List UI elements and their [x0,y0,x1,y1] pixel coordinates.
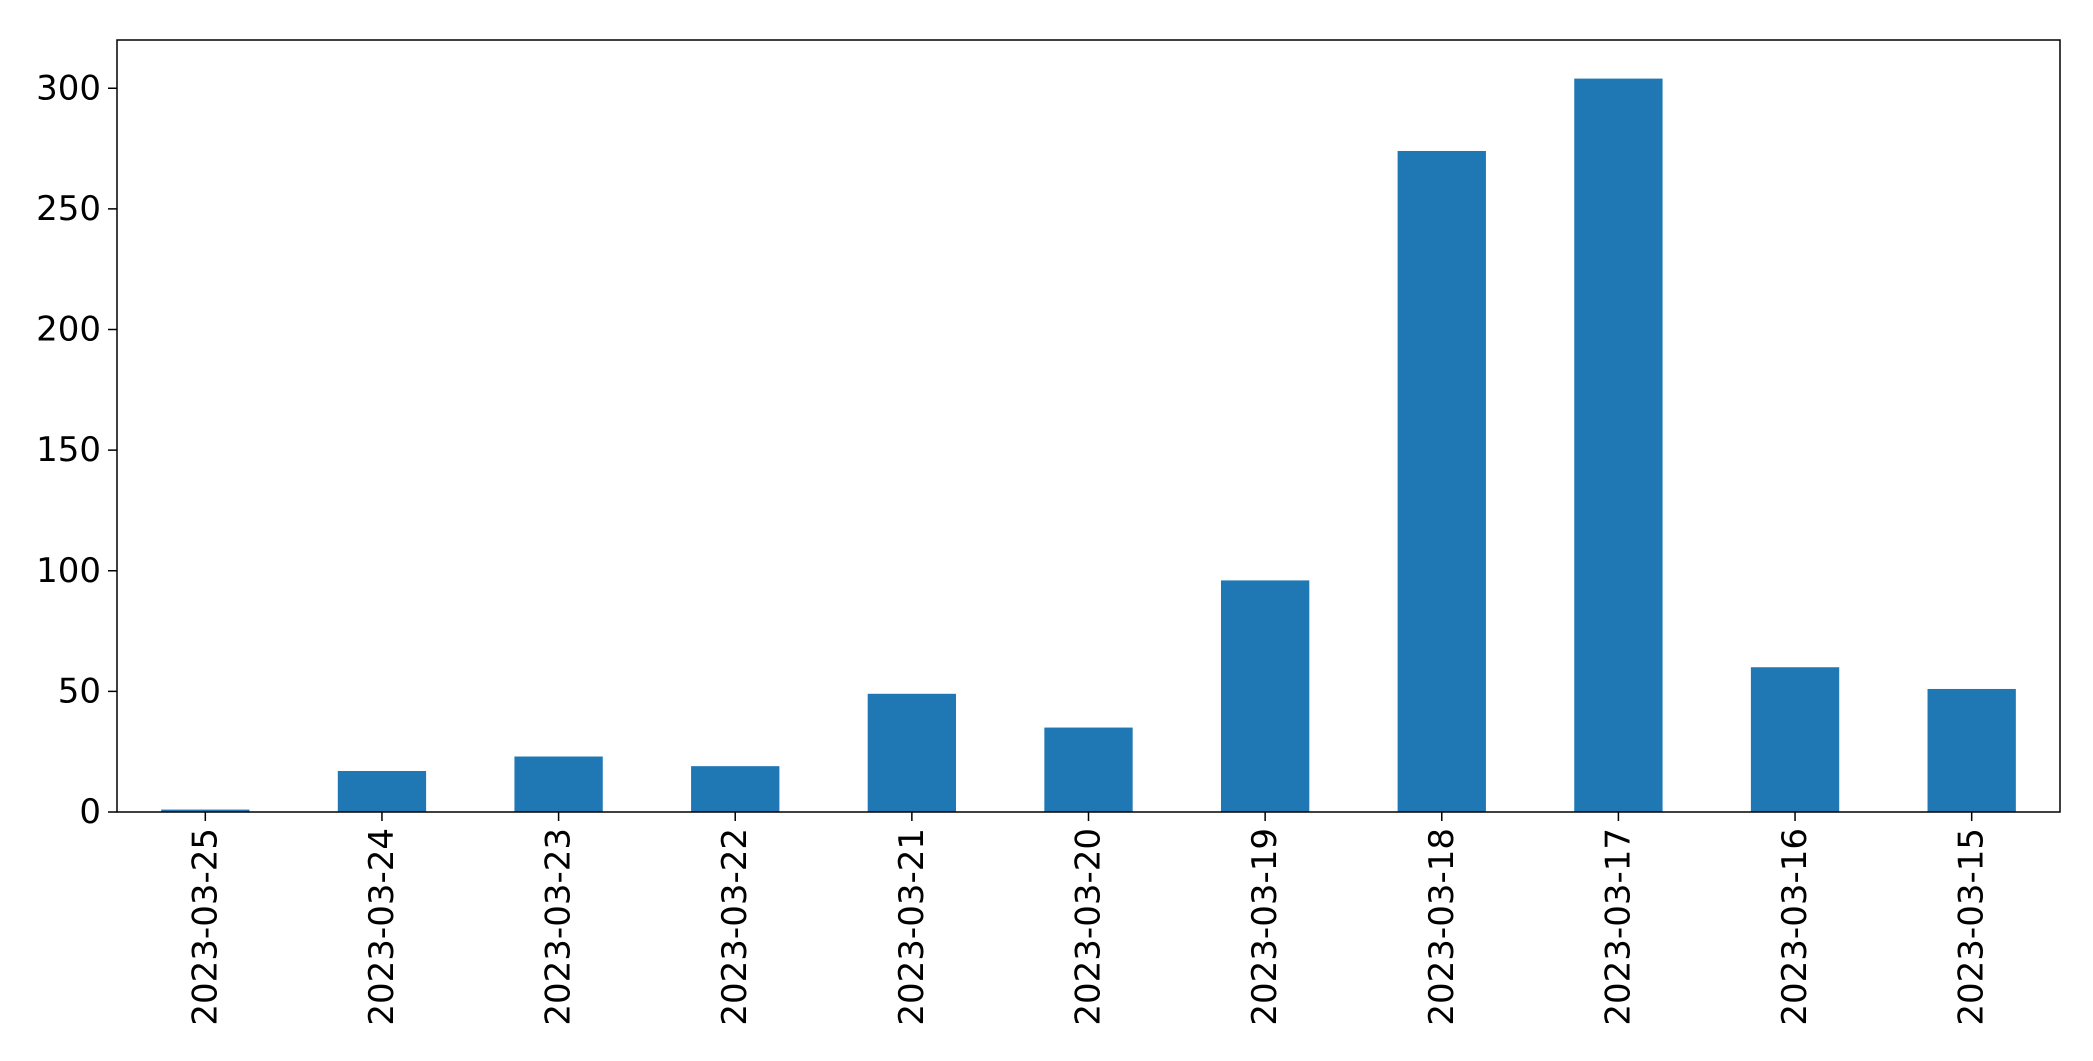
y-tick-label: 250 [36,189,101,229]
bar-2023-03-23 [514,756,603,812]
bar-2023-03-25 [161,809,250,812]
y-tick-label: 50 [58,671,101,711]
bar-2023-03-18 [1397,150,1486,813]
bar-2023-03-20 [1044,727,1133,812]
y-tick-label: 150 [36,430,101,470]
bar-2023-03-24 [337,770,427,812]
x-tick-label: 2023-03-16 [1775,828,1815,1026]
x-tick-label: 2023-03-15 [1952,828,1992,1026]
x-tick-label: 2023-03-25 [185,828,225,1026]
x-tick-label: 2023-03-17 [1598,828,1638,1026]
y-tick-label: 0 [79,792,101,832]
y-tick-label: 300 [36,68,101,108]
bar-2023-03-17 [1574,78,1663,813]
y-axis: 0 50 100 150 200 250 300 [36,68,117,832]
x-tick-label: 2023-03-20 [1069,828,1109,1026]
x-tick-label: 2023-03-19 [1245,828,1285,1026]
plot-frame [116,39,2061,813]
bar-2023-03-15 [1927,688,2016,812]
x-axis: 2023-03-25 2023-03-24 2023-03-23 2023-03-22… [185,812,1992,1026]
x-tick-label: 2023-03-18 [1422,828,1462,1026]
y-tick-label: 100 [36,551,101,591]
bars-layer [161,78,2016,813]
x-tick-label: 2023-03-21 [892,828,932,1026]
y-tick-label: 200 [36,310,101,350]
x-tick-label: 2023-03-22 [715,828,755,1026]
bar-2023-03-19 [1220,580,1310,812]
x-tick-label: 2023-03-24 [362,828,402,1026]
bar-2023-03-16 [1750,667,1840,812]
bar-2023-03-22 [691,766,780,812]
x-tick-label: 2023-03-23 [539,828,579,1026]
bar-2023-03-21 [867,693,957,812]
